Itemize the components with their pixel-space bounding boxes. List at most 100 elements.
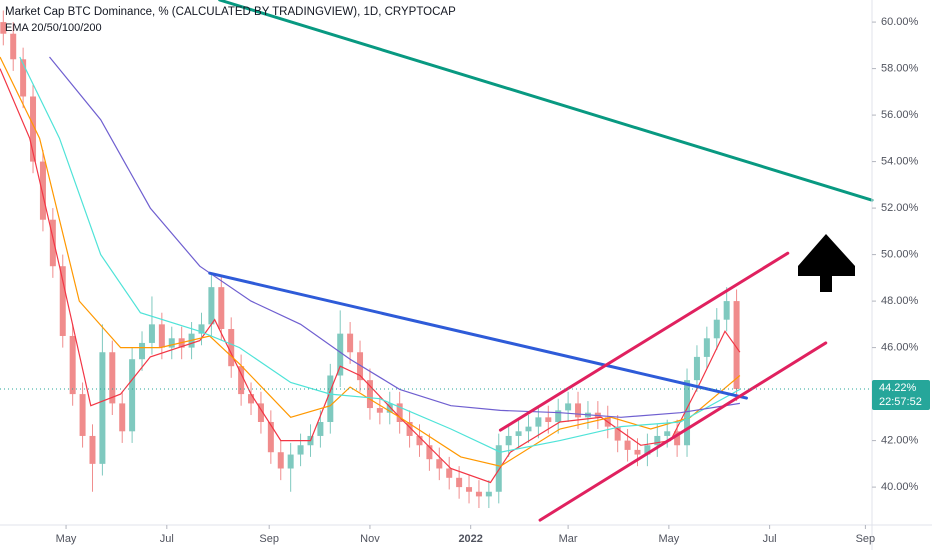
candle-body <box>396 403 403 422</box>
up-arrow <box>798 234 855 292</box>
candle-body <box>79 394 86 436</box>
candle-body <box>109 352 116 404</box>
candle-body <box>634 449 641 455</box>
candle-body <box>644 445 651 455</box>
candle-body <box>327 375 334 422</box>
candle-body <box>565 403 572 411</box>
x-tick-label: Sep <box>259 533 279 545</box>
candle-body <box>703 338 710 357</box>
candle-body <box>684 380 691 446</box>
candle-body <box>733 301 740 389</box>
candle-body <box>119 403 126 432</box>
candle-body <box>515 431 522 436</box>
trend-line <box>218 0 874 202</box>
candle-body <box>654 435 661 446</box>
candle-body <box>693 356 700 381</box>
trend-line <box>538 341 828 522</box>
candle-body <box>406 421 413 436</box>
candle-body <box>426 445 433 460</box>
x-tick-label: 2022 <box>458 533 482 545</box>
candle-body <box>39 161 46 220</box>
candle-body <box>376 408 383 413</box>
ema-line <box>19 56 741 453</box>
x-tick-label: Nov <box>360 533 380 545</box>
candle-body <box>475 491 482 497</box>
indicator-legend: EMA 20/50/100/200 <box>5 22 102 34</box>
candle-body <box>466 487 473 492</box>
candle-body <box>575 403 582 418</box>
candle-body <box>238 366 245 395</box>
candle-body <box>248 394 255 404</box>
chart-title: Market Cap BTC Dominance, % (CALCULATED … <box>5 6 456 18</box>
y-tick-label: 42.00% <box>881 435 919 447</box>
candle-body <box>614 426 621 441</box>
trend-line <box>498 251 790 432</box>
candle-body <box>198 324 205 334</box>
candle-body <box>485 491 492 497</box>
ema-line <box>0 68 741 484</box>
ema-line <box>0 56 741 467</box>
candle-body <box>723 301 730 320</box>
x-tick-label: Jul <box>160 533 174 545</box>
candle-body <box>664 431 671 436</box>
candle-body <box>337 333 344 376</box>
y-tick-label: 54.00% <box>881 155 919 167</box>
candle-body <box>287 454 294 469</box>
candle-body <box>277 452 284 469</box>
y-tick-label: 40.00% <box>881 481 919 493</box>
candle-body <box>386 403 393 413</box>
candle-body <box>624 440 631 450</box>
x-tick-label: Jul <box>763 533 777 545</box>
last-price-label: 44.22% <box>879 382 917 394</box>
candle-body <box>148 324 155 343</box>
candle-body <box>257 403 264 422</box>
candle-body <box>456 477 463 488</box>
candle-body <box>366 380 373 409</box>
candle-body <box>297 445 304 455</box>
candle-body <box>317 421 324 436</box>
x-tick-label: Sep <box>856 533 876 545</box>
y-tick-label: 48.00% <box>881 295 919 307</box>
candle-body <box>347 333 354 353</box>
candle-body <box>49 219 56 267</box>
y-tick-label: 58.00% <box>881 62 919 74</box>
candle-body <box>158 324 165 348</box>
candle-body <box>505 435 512 446</box>
candle-body <box>267 421 274 453</box>
y-tick-label: 46.00% <box>881 342 919 354</box>
plot-area <box>0 0 874 522</box>
candle-body <box>674 431 681 446</box>
y-tick-label: 50.00% <box>881 249 919 261</box>
candle-body <box>30 96 37 162</box>
candle-body <box>129 359 136 432</box>
candle-body <box>495 445 502 492</box>
candle-body <box>208 287 215 325</box>
y-tick-label: 56.00% <box>881 109 919 121</box>
candle-body <box>20 59 27 97</box>
candle-body <box>69 335 76 395</box>
candle-body <box>10 33 17 60</box>
x-tick-label: May <box>658 533 679 545</box>
last-price-box <box>872 379 930 410</box>
candle-body <box>446 468 453 478</box>
candle-body <box>525 426 532 432</box>
ema-line <box>49 56 740 418</box>
candle-body <box>545 417 552 422</box>
candle-body <box>99 352 106 464</box>
x-tick-label: May <box>56 533 77 545</box>
candle-body <box>89 435 96 464</box>
candle-body <box>59 266 66 336</box>
candle-body <box>218 287 225 329</box>
candle-body <box>168 338 175 348</box>
countdown-label: 22:57:52 <box>879 396 922 408</box>
trend-line <box>208 271 748 400</box>
candle-body <box>139 342 146 360</box>
candle-body <box>416 435 423 446</box>
x-tick-label: Mar <box>559 533 578 545</box>
candle-body <box>535 417 542 427</box>
y-tick-label: 60.00% <box>881 16 919 28</box>
candle-body <box>228 328 235 367</box>
candle-body <box>357 352 364 381</box>
